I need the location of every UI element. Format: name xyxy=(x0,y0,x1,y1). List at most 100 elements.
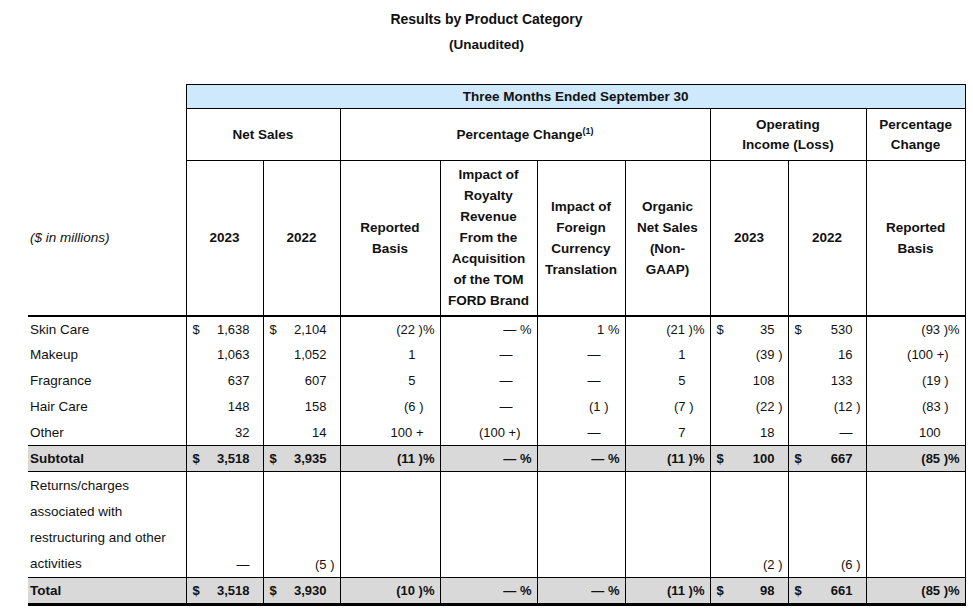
table-row: Fragrance6376075——5108133(19 ) xyxy=(28,368,965,394)
value-cell: 1 xyxy=(340,342,440,368)
value-cell: — % xyxy=(440,316,537,342)
cell-value: 100 xyxy=(919,420,965,445)
currency-symbol: $ xyxy=(187,578,200,603)
cell-value: 1 xyxy=(678,342,709,367)
cell-value: 2,104 xyxy=(294,317,340,342)
cell-value: 3,935 xyxy=(294,446,340,471)
cell-value: — % xyxy=(503,578,536,603)
currency-symbol: $ xyxy=(711,446,724,471)
value-cell: — xyxy=(537,342,625,368)
value-cell: 133 xyxy=(788,368,866,394)
table-row: Other3214100 +(100 +)—718—100 xyxy=(28,420,965,446)
period-header: Three Months Ended September 30 xyxy=(186,85,965,109)
cell-content: — xyxy=(538,420,625,445)
cell-content: 158 xyxy=(264,394,340,419)
value-cell: 16 xyxy=(788,342,866,368)
units-note: ($ in millions) xyxy=(28,161,186,316)
cell-content: 607 xyxy=(264,368,340,393)
table-row: Hair Care148158(6 )—(1 )(7 )(22 )(12 )(8… xyxy=(28,394,965,420)
value-cell: $3,935 xyxy=(263,446,340,472)
value-cell: 5 xyxy=(625,368,710,394)
value-cell: 14 xyxy=(263,420,340,446)
currency-symbol: $ xyxy=(187,446,200,471)
cell-value: 35 xyxy=(760,317,787,342)
col-header-pct-reported-basis: Reported Basis xyxy=(866,161,965,316)
value-cell: 1,063 xyxy=(186,342,263,368)
table-row: Subtotal$3,518$3,935(11 )%— %— %(11 )%$1… xyxy=(28,446,965,472)
spacer-cell xyxy=(28,109,186,161)
value-cell: $3,518 xyxy=(186,446,263,472)
cell-content: 32 xyxy=(187,420,263,445)
cell-value: (2 ) xyxy=(763,552,788,577)
table-row: Skin Care$1,638$2,104(22 )%— %1 %(21 )%$… xyxy=(28,316,965,342)
cell-value: 3,518 xyxy=(217,446,263,471)
value-cell: $98 xyxy=(710,578,788,605)
cell-content: $667 xyxy=(789,446,866,471)
cell-value: 5 xyxy=(408,368,439,393)
cell-value: 1,638 xyxy=(217,317,263,342)
value-cell: 158 xyxy=(263,394,340,420)
value-cell: 108 xyxy=(710,368,788,394)
value-cell: (10 )% xyxy=(340,578,440,605)
value-cell: 607 xyxy=(263,368,340,394)
cell-value: — xyxy=(588,342,625,367)
cell-value: — xyxy=(500,342,537,367)
cell-value: 108 xyxy=(753,368,788,393)
value-cell: (19 ) xyxy=(866,368,965,394)
cell-content: (22 ) xyxy=(711,394,788,419)
cell-value: 661 xyxy=(831,578,866,603)
currency-symbol: $ xyxy=(264,317,277,342)
cell-content: (10 )% xyxy=(341,578,440,603)
cell-content: (6 ) xyxy=(341,394,440,419)
value-cell: (85 )% xyxy=(866,446,965,472)
cell-value: (10 )% xyxy=(396,578,439,603)
cell-content: (5 ) xyxy=(264,552,340,577)
cell-content: 100 xyxy=(867,420,965,445)
value-cell xyxy=(625,472,710,578)
cell-content: $98 xyxy=(711,578,788,603)
cell-value: (22 ) xyxy=(756,394,788,419)
cell-value: — xyxy=(237,552,263,577)
report-title-block: Results by Product Category (Unaudited) xyxy=(0,0,973,84)
cell-value: (6 ) xyxy=(841,552,866,577)
cell-content: 133 xyxy=(789,368,866,393)
value-cell: $35 xyxy=(710,316,788,342)
cell-value: (11 )% xyxy=(397,446,440,471)
value-cell: $530 xyxy=(788,316,866,342)
value-cell: (12 ) xyxy=(788,394,866,420)
value-cell: 100 + xyxy=(340,420,440,446)
cell-content: — % xyxy=(441,578,537,603)
row-label: Other xyxy=(28,420,186,446)
group-label: Net Sales xyxy=(233,125,294,145)
row-label: Fragrance xyxy=(28,368,186,394)
cell-content: — % xyxy=(441,317,537,342)
cell-content: — xyxy=(441,342,537,367)
cell-value: (1 ) xyxy=(589,394,625,419)
cell-content: (1 ) xyxy=(538,394,625,419)
group-operating-income: Operating Income (Loss) xyxy=(710,109,866,161)
cell-value: — xyxy=(588,420,625,445)
currency-symbol: $ xyxy=(264,578,277,603)
cell-value: — % xyxy=(503,446,536,471)
value-cell: 637 xyxy=(186,368,263,394)
cell-value: (22 )% xyxy=(396,317,439,342)
row-label: Skin Care xyxy=(28,316,186,342)
cell-value: 637 xyxy=(228,368,263,393)
value-cell: 18 xyxy=(710,420,788,446)
cell-value: 1,063 xyxy=(217,342,263,367)
cell-content: 14 xyxy=(264,420,340,445)
cell-content: 108 xyxy=(711,368,788,393)
col-header-reported-basis: Reported Basis xyxy=(340,161,440,316)
footnote-ref: (1) xyxy=(583,125,594,135)
currency-symbol: $ xyxy=(789,446,802,471)
group-header-row: Net Sales Percentage Change (1) Operating… xyxy=(28,109,965,161)
value-cell: (7 ) xyxy=(625,394,710,420)
cell-value: (100 +) xyxy=(907,342,965,367)
cell-value: (19 ) xyxy=(922,368,965,393)
cell-content: (6 ) xyxy=(789,552,866,577)
value-cell: 1 xyxy=(625,342,710,368)
value-cell: $3,518 xyxy=(186,578,263,605)
cell-content: — % xyxy=(538,446,625,471)
table-row: Makeup1,0631,0521——1(39 )16(100 +) xyxy=(28,342,965,368)
group-label: Percentage Change xyxy=(867,115,965,155)
